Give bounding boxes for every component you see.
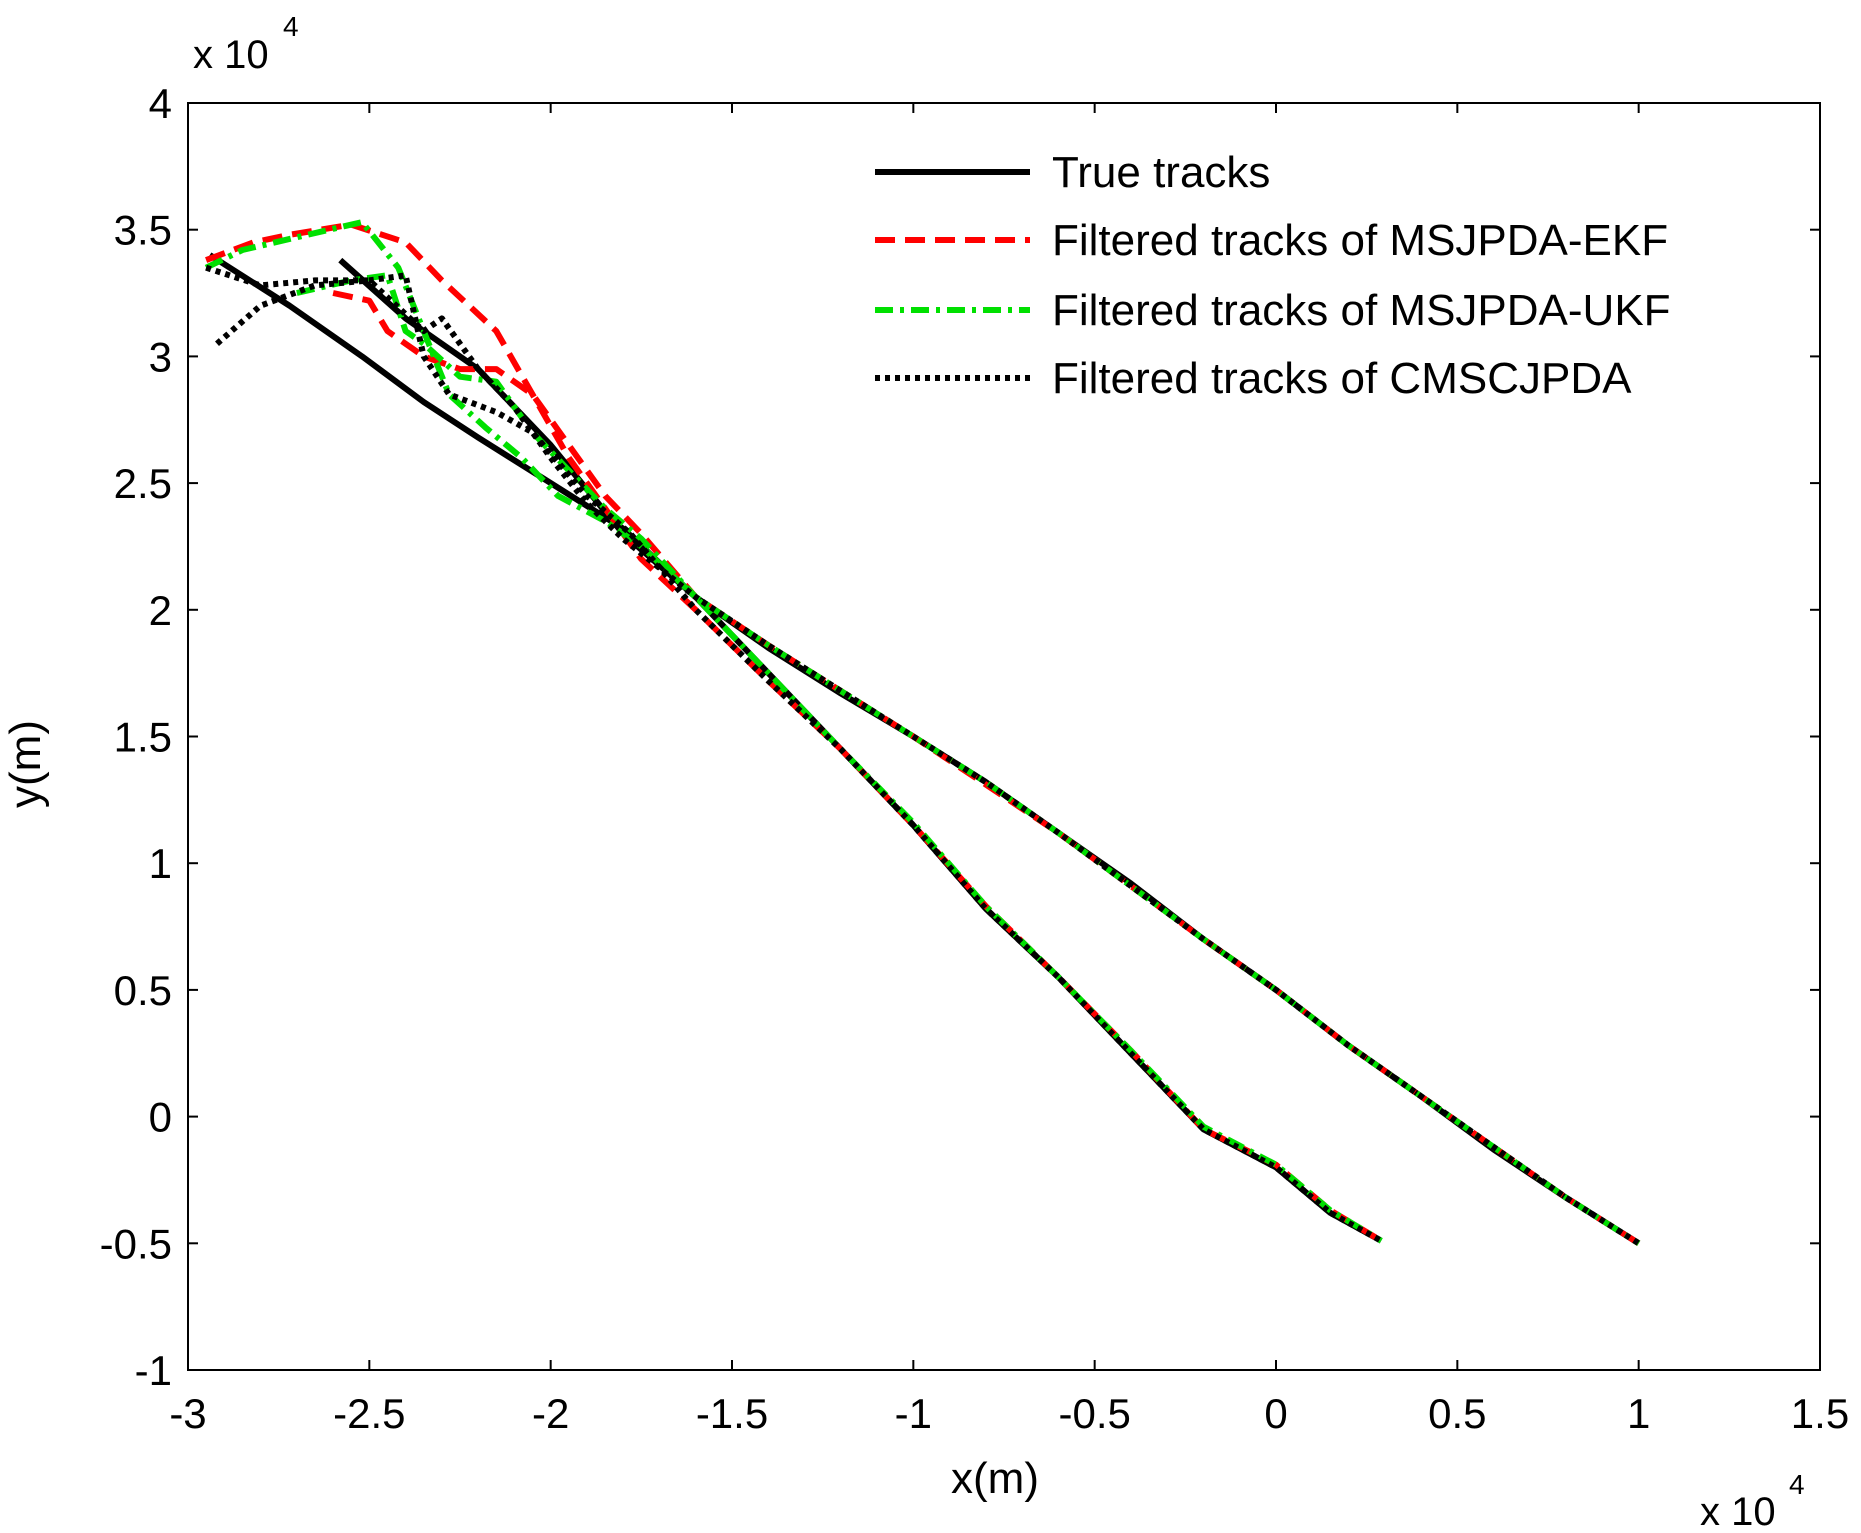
legend-label-msjpda-ukf: Filtered tracks of MSJPDA-UKF xyxy=(1052,286,1671,335)
y-exponent-power: 4 xyxy=(283,11,299,42)
series-3 xyxy=(205,264,1641,1246)
y-tick-label-1: -0.5 xyxy=(100,1220,172,1267)
x-tick-labels: -3 -2.5 -2 -1.5 -1 -0.5 0 0.5 1 1.5 xyxy=(169,1390,1849,1437)
y-tick-labels: -1 -0.5 0 0.5 1 1.5 2 2.5 3 3.5 4 xyxy=(100,80,172,1394)
y-tick-label-3: 0.5 xyxy=(114,967,172,1014)
y-tick-label-10: 4 xyxy=(149,80,172,127)
y-tick-label-6: 2 xyxy=(149,587,172,634)
data-layer xyxy=(204,219,1641,1246)
series-3-track-1 xyxy=(205,264,1641,1246)
y-axis-exponent: x 10 4 xyxy=(193,11,299,77)
y-tick-label-0: -1 xyxy=(135,1347,172,1394)
legend-label-cmscjpda: Filtered tracks of CMSCJPDA xyxy=(1052,354,1632,403)
x-tick-label-6: 0 xyxy=(1264,1390,1287,1437)
y-axis-label: y(m) xyxy=(1,720,50,808)
legend-label-msjpda-ekf: Filtered tracks of MSJPDA-EKF xyxy=(1052,216,1668,265)
x-tick-label-0: -3 xyxy=(169,1390,206,1437)
x-axis-exponent: x 10 4 xyxy=(1700,1469,1805,1533)
legend-item-msjpda-ukf: Filtered tracks of MSJPDA-UKF xyxy=(875,286,1671,335)
y-tick-label-4: 1 xyxy=(149,840,172,887)
x-tick-label-7: 0.5 xyxy=(1428,1390,1486,1437)
series-3-track-0 xyxy=(215,272,1383,1244)
x-tick-label-8: 1 xyxy=(1627,1390,1650,1437)
legend-item-msjpda-ekf: Filtered tracks of MSJPDA-EKF xyxy=(875,216,1668,265)
y-tick-label-9: 3.5 xyxy=(114,207,172,254)
x-tick-label-2: -2 xyxy=(532,1390,569,1437)
y-exponent-base: x 10 xyxy=(193,33,269,77)
y-tick-label-5: 1.5 xyxy=(114,714,172,761)
legend-label-true-tracks: True tracks xyxy=(1052,148,1270,197)
legend: True tracks Filtered tracks of MSJPDA-EK… xyxy=(875,148,1671,403)
x-tick-label-9: 1.5 xyxy=(1791,1390,1849,1437)
x-tick-label-4: -1 xyxy=(895,1390,932,1437)
x-axis-label: x(m) xyxy=(951,1454,1039,1503)
x-tick-label-1: -2.5 xyxy=(333,1390,405,1437)
x-tick-label-3: -1.5 xyxy=(696,1390,768,1437)
y-tick-label-8: 3 xyxy=(149,333,172,380)
legend-item-true-tracks: True tracks xyxy=(875,148,1270,197)
x-exponent-base: x 10 xyxy=(1700,1490,1776,1533)
x-exponent-power: 4 xyxy=(1789,1469,1805,1500)
y-tick-label-7: 2.5 xyxy=(114,460,172,507)
tick-layer xyxy=(187,102,1821,1371)
y-tick-label-2: 0 xyxy=(149,1094,172,1141)
legend-item-cmscjpda: Filtered tracks of CMSCJPDA xyxy=(875,354,1632,403)
x-tick-label-5: -0.5 xyxy=(1058,1390,1130,1437)
